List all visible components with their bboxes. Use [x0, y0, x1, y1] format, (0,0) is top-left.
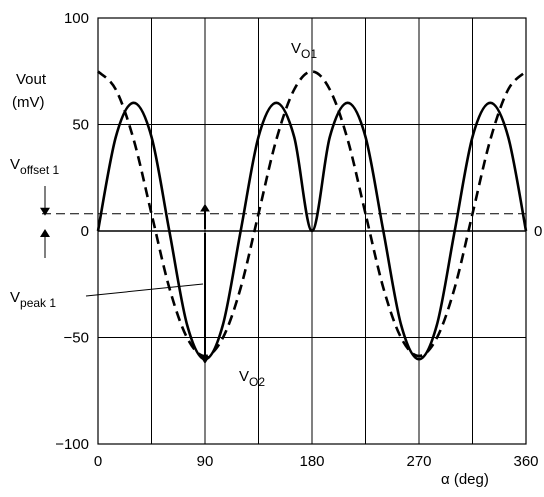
series-label-vo1: VO1 — [291, 40, 317, 61]
y-axis-label: Vout — [16, 71, 47, 88]
x-tick-label: 90 — [197, 453, 214, 470]
annotations — [40, 186, 526, 365]
series-label-vo2: VO2 — [239, 368, 265, 389]
y-tick-label: 0 — [81, 223, 89, 240]
peak-leader-line — [85, 283, 204, 297]
offset-label: Voffset 1 — [10, 156, 59, 177]
y-tick-label: −50 — [64, 330, 89, 347]
y-tick-label: 100 — [64, 10, 89, 27]
x-tick-label: 180 — [299, 453, 324, 470]
x-tick-label: 360 — [513, 453, 538, 470]
y-tick-labels: −100 −50 0 50 100 — [55, 10, 89, 453]
y-tick-label: −100 — [55, 436, 89, 453]
x-axis-label: α (deg) — [441, 471, 489, 488]
right-zero-label: 0 — [534, 223, 542, 240]
x-tick-label: 270 — [406, 453, 431, 470]
series-line-vo2 — [96, 101, 528, 361]
peak-label: Vpeak 1 — [10, 289, 56, 310]
y-axis-unit: (mV) — [12, 94, 45, 111]
y-tick-label: 50 — [72, 117, 89, 134]
x-tick-label: 0 — [94, 453, 102, 470]
x-tick-labels: 0 90 180 270 360 — [94, 453, 539, 470]
